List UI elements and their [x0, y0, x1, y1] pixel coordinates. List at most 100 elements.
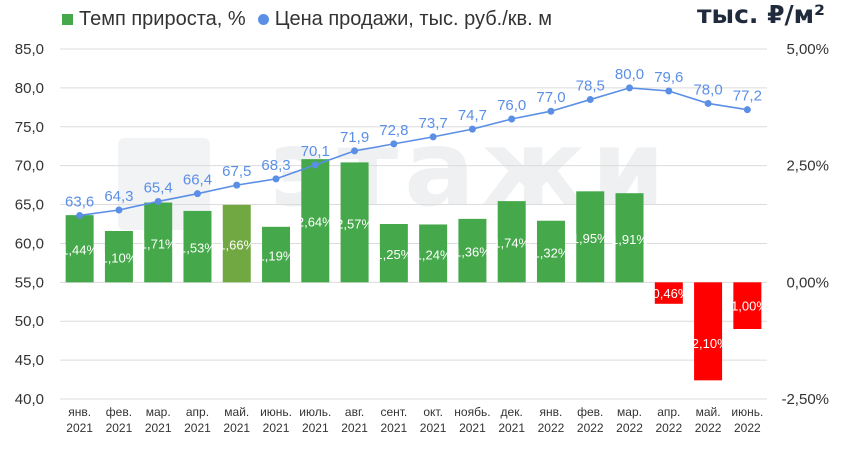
x-tick-label-year: 2021: [263, 421, 290, 435]
bar: [694, 282, 723, 381]
bar: [733, 282, 762, 329]
line-point: [311, 161, 319, 169]
line-data-label: 78,0: [693, 81, 722, 98]
line-point: [233, 181, 241, 189]
bar: [222, 204, 251, 283]
legend-line-label: Цена продажи, тыс. руб./кв. м: [274, 7, 553, 30]
bar-data-label: 1,53%: [179, 241, 216, 256]
line-data-label: 65,4: [144, 179, 173, 196]
bar: [497, 201, 526, 283]
watermark-logo: [118, 138, 210, 230]
bar-data-label: 2,57%: [336, 216, 373, 231]
y-left-tick-label: 40,0: [15, 391, 44, 408]
x-tick-label-month: май.: [224, 405, 249, 419]
line-data-label: 64,3: [104, 188, 133, 205]
x-tick-label-month: мар.: [617, 405, 642, 419]
x-tick-label-month: фев.: [577, 405, 603, 419]
chart-legend: Темп прироста, % Цена продажи, тыс. руб.…: [62, 6, 552, 32]
bar: [654, 282, 683, 304]
legend-bar-swatch: [62, 13, 73, 25]
line-point: [626, 84, 634, 92]
x-tick-label-month: мар.: [146, 405, 171, 419]
line-point: [390, 140, 398, 148]
bar-data-label: -1,00%: [727, 299, 769, 314]
bar: [379, 224, 408, 283]
legend-bar-label: Темп прироста, %: [79, 7, 246, 30]
x-tick-label-month: янв.: [540, 405, 563, 419]
bar: [536, 220, 565, 283]
bar-data-label: 1,71%: [140, 236, 177, 251]
bar-data-label: 1,24%: [415, 247, 452, 262]
bar-data-label: 1,74%: [493, 236, 530, 251]
y-left-tick-label: 70,0: [15, 158, 44, 175]
line-data-label: 77,0: [536, 89, 565, 106]
x-tick-label-year: 2021: [498, 421, 525, 435]
line-data-label: 79,6: [654, 69, 683, 86]
x-tick-label-month: фев.: [106, 405, 132, 419]
line-point: [154, 197, 162, 205]
x-tick-label-year: 2021: [184, 421, 211, 435]
bar: [576, 191, 605, 283]
line-point: [508, 115, 516, 123]
bar-data-label: 1,19%: [258, 249, 295, 264]
bar-data-label: 1,32%: [533, 246, 570, 261]
y-right-tick-label: 0,00%: [786, 274, 829, 291]
line-point: [665, 87, 673, 95]
bar-data-label: -0,46%: [648, 286, 690, 301]
bar: [301, 159, 330, 283]
line-data-label: 78,5: [576, 78, 605, 95]
bar-data-label: 1,25%: [375, 247, 412, 262]
line-data-label: 73,7: [419, 115, 448, 132]
x-tick-label-year: 2021: [420, 421, 447, 435]
bar: [104, 231, 133, 283]
x-tick-label-year: 2022: [538, 421, 565, 435]
x-tick-label-year: 2021: [341, 421, 368, 435]
x-tick-label-month: окт.: [423, 405, 443, 419]
bar: [183, 210, 212, 283]
x-tick-label-month: июль.: [299, 405, 331, 419]
line-data-label: 66,4: [183, 172, 212, 189]
price-line: [79, 87, 748, 217]
x-tick-label-year: 2021: [106, 421, 133, 435]
bar: [262, 226, 291, 283]
bar: [65, 215, 94, 283]
line-data-label: 67,5: [222, 163, 251, 180]
bar-data-label: 1,10%: [100, 251, 137, 266]
line-data-label: 70,1: [301, 143, 330, 160]
bar: [144, 202, 173, 283]
bar: [340, 162, 369, 283]
x-tick-label-year: 2022: [734, 421, 761, 435]
unit-label: тыс. ₽/м²: [696, 0, 825, 29]
x-tick-label-month: янв.: [68, 405, 91, 419]
bar: [615, 193, 644, 283]
line-point: [272, 175, 280, 183]
x-tick-label-month: апр.: [657, 405, 680, 419]
y-left-tick-label: 60,0: [15, 235, 44, 252]
x-tick-label-month: апр.: [186, 405, 209, 419]
bar: [419, 224, 448, 283]
y-left-tick-label: 75,0: [15, 119, 44, 136]
x-tick-label-month: дек.: [501, 405, 523, 419]
legend-line-swatch: [257, 13, 269, 25]
x-tick-label-year: 2021: [381, 421, 408, 435]
y-right-tick-label: -2,50%: [781, 391, 829, 408]
line-data-label: 68,3: [261, 157, 290, 174]
x-tick-label-month: июнь.: [260, 405, 292, 419]
bar: [458, 218, 487, 283]
bar-data-label: 1,44%: [61, 243, 98, 258]
bar-data-label: 1,36%: [454, 245, 491, 260]
line-data-label: 77,2: [733, 88, 762, 105]
x-tick-label-year: 2022: [616, 421, 643, 435]
line-data-label: 76,0: [497, 97, 526, 114]
bar-data-label: 1,91%: [611, 232, 648, 247]
y-right-tick-label: 2,50%: [786, 158, 829, 175]
x-tick-label-month: май.: [696, 405, 721, 419]
line-point: [468, 125, 476, 133]
y-right-tick-label: 5,00%: [786, 41, 829, 58]
x-tick-label-month: сент.: [380, 405, 407, 419]
line-data-label: 72,8: [379, 122, 408, 139]
y-left-tick-label: 85,0: [15, 41, 44, 58]
x-tick-label-year: 2021: [459, 421, 486, 435]
x-tick-label-year: 2022: [655, 421, 682, 435]
